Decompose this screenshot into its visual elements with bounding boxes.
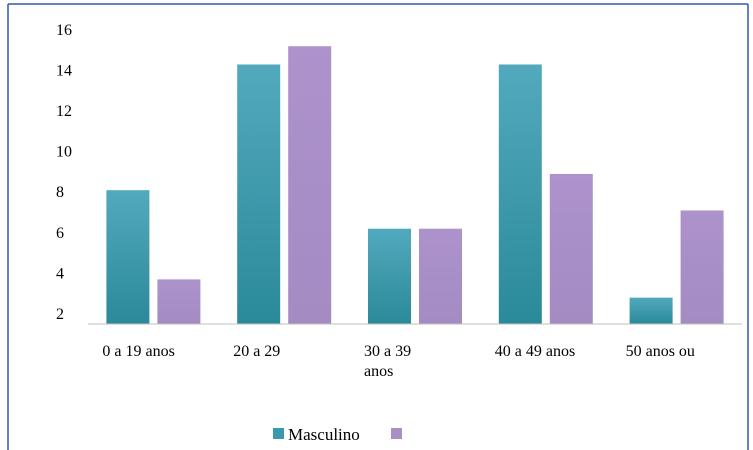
y-tick-label: 10 <box>56 144 72 161</box>
y-tick-label: 2 <box>56 306 64 323</box>
y-tick-label: 14 <box>56 63 72 80</box>
x-category-label: 50 anos ou <box>626 343 695 360</box>
x-category-label: 40 a 49 anos <box>495 343 575 360</box>
y-tick-label: 16 <box>56 22 72 39</box>
bar-series-1-3 <box>368 228 411 324</box>
x-category-label: 0 a 19 anos <box>102 343 174 360</box>
y-tick-label: 6 <box>56 225 64 242</box>
bar-series-2-1 <box>157 279 201 324</box>
y-tick-label: 8 <box>56 184 64 201</box>
x-category-label: anos <box>364 363 393 380</box>
y-tick-label: 4 <box>56 265 64 282</box>
y-axis-ticks: 2 4 6 8 10 12 14 16 <box>56 22 72 323</box>
legend: Masculino <box>273 425 402 444</box>
bar-series-1-5 <box>629 297 673 324</box>
legend-swatch-2 <box>391 428 402 439</box>
x-axis-labels: 0 a 19 anos 20 a 29 30 a 39 anos 40 a 49 ano… <box>102 343 695 380</box>
bars-group <box>106 46 724 324</box>
x-category-label: 30 a 39 <box>364 343 411 360</box>
y-tick-label: 12 <box>56 103 72 120</box>
legend-label-1: Masculino <box>288 425 360 444</box>
bar-series-2-5 <box>680 210 724 324</box>
bar-series-1-1 <box>106 190 150 324</box>
x-category-label: 20 a 29 <box>233 343 280 360</box>
bar-series-1-2 <box>237 64 281 324</box>
bar-series-2-2 <box>288 46 332 324</box>
bar-series-1-4 <box>498 64 542 324</box>
bar-series-2-4 <box>549 173 593 324</box>
bar-series-2-3 <box>419 228 462 324</box>
legend-swatch-1 <box>273 428 284 439</box>
